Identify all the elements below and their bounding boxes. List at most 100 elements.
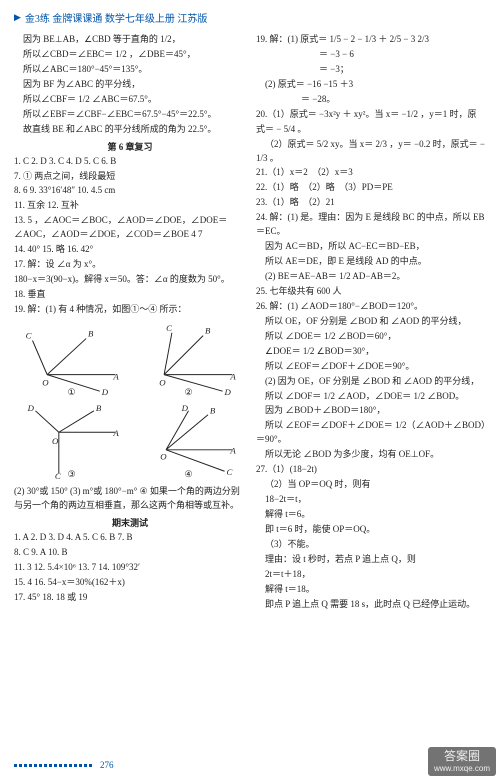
svg-text:D: D: [181, 403, 189, 413]
svg-text:O: O: [52, 436, 59, 446]
text-line: 式＝ − 5/4 。: [256, 123, 488, 137]
text-line: 13. 5 ，∠AOC＝∠BOC，∠AOD＝∠DOE，∠DOE＝∠AOC，∠AO…: [14, 214, 246, 242]
svg-text:B: B: [96, 403, 102, 413]
text-line: 22.（1）略 （2）略 （3）PD＝PE: [256, 181, 488, 195]
svg-text:O: O: [160, 451, 167, 461]
watermark: 答案圈 www.mxqe.com: [428, 747, 496, 776]
text-line: 所以 ∠DOF＝ 1/2 ∠AOD，∠DOE＝ 1/2 ∠BOD。: [256, 390, 488, 404]
diagram-4: O A B D C ④: [133, 403, 244, 481]
footer-bar-icon: [14, 764, 94, 767]
text-line: (2) 原式＝ −16 −15 ＋3: [256, 78, 488, 92]
text-line: 所以无论 ∠BOD 为多少度，均有 OE⊥OF。: [256, 448, 488, 462]
text-line: ＝ −28。: [256, 93, 488, 107]
text-line: 因为 BE⊥AB，∠CBD 等于直角的 1/2，: [14, 33, 246, 47]
text-line: 26. 解：(1) ∠AOD＝180°−∠BOD＝120°。: [256, 300, 488, 314]
text-line: 1. A 2. D 3. D 4. A 5. C 6. B 7. B: [14, 531, 246, 545]
text-line: 14. 40° 15. 略 16. 42°: [14, 243, 246, 257]
svg-text:O: O: [42, 377, 49, 387]
text-line: (2) 30°或 150° (3) m°或 180°−m° ④ 如果一个角的两边…: [14, 485, 246, 513]
text-line: 所以 ∠DOE＝ 1/2 ∠BOD＝60°，: [256, 330, 488, 344]
diagram-2: O A B C D ②: [133, 321, 244, 399]
text-line: （2）原式＝ 5/2 xy。当 x＝ 2/3 ，y＝ −0.2 时，原式＝ − …: [256, 138, 488, 166]
svg-text:D: D: [27, 403, 35, 413]
section-title: 第 6 章复习: [14, 140, 246, 153]
text-line: 因为 ∠BOD＋∠BOD＝180°，: [256, 404, 488, 418]
diagram-grid: O A B C D ① O A B C: [16, 321, 244, 481]
text-line: 11. 互余 12. 互补: [14, 199, 246, 213]
svg-text:C: C: [227, 467, 233, 477]
svg-text:B: B: [88, 328, 94, 338]
text-line: 所以∠ABC＝180°−45°＝135°。: [14, 63, 246, 77]
text-line: 11. 3 12. 5.4×10⁶ 13. 7 14. 109°32′: [14, 561, 246, 575]
svg-text:A: A: [112, 371, 119, 381]
svg-text:C: C: [166, 323, 172, 333]
text-line: 180−x＝3(90−x)。解得 x＝50。答：∠α 的度数为 50°。: [14, 273, 246, 287]
text-line: ＝ −3；: [256, 63, 488, 77]
text-line: 1. C 2. D 3. C 4. D 5. C 6. B: [14, 155, 246, 169]
text-line: 18. 垂直: [14, 288, 246, 302]
text-line: 27.（1）(18−2t): [256, 463, 488, 477]
diagram-label: ④: [184, 469, 192, 480]
text-line: 所以 ∠EOF＝∠DOF＋∠DOE＝90°。: [256, 360, 488, 374]
text-line: ∠DOE＝ 1/2 ∠BOD＝30°，: [256, 345, 488, 359]
section-title: 期末测试: [14, 516, 246, 529]
text-line: 24. 解：(1) 是。理由：因为 E 是线段 BC 的中点，所以 EB＝EC。: [256, 211, 488, 239]
text-line: 19. 解：(1) 有 4 种情况，如图①～④ 所示：: [14, 303, 246, 317]
watermark-text: 答案圈: [444, 749, 480, 763]
content-columns: 因为 BE⊥AB，∠CBD 等于直角的 1/2， 所以∠CBD＝∠EBC＝ 1/…: [0, 31, 500, 617]
diagram-label: ②: [184, 387, 192, 398]
text-line: 即 t＝6 时，能使 OP＝OQ。: [256, 523, 488, 537]
text-line: 17. 45° 18. 18 或 19: [14, 591, 246, 605]
text-line: 15. 4 16. 54−x＝30%(162＋x): [14, 576, 246, 590]
text-line: 解得 t＝6。: [256, 508, 488, 522]
text-line: 8. C 9. A 10. B: [14, 546, 246, 560]
text-line: 解得 t＝18。: [256, 583, 488, 597]
text-line: 2t＝t＋18，: [256, 568, 488, 582]
text-line: 23.（1）略 （2）21: [256, 196, 488, 210]
text-line: （3）不能。: [256, 538, 488, 552]
text-line: 17. 解：设 ∠α 为 x°。: [14, 258, 246, 272]
svg-text:A: A: [229, 446, 236, 456]
svg-text:C: C: [55, 471, 61, 481]
text-line: 8. 6 9. 33°16′48″ 10. 4.5 cm: [14, 184, 246, 198]
page-header: ▶ 金3练 金牌课课通 数学七年级上册 江苏版: [0, 0, 500, 31]
svg-text:A: A: [112, 428, 119, 438]
diagram-label: ①: [67, 387, 75, 398]
diagram-3: O A B D C ③: [16, 403, 127, 481]
text-line: 所以 ∠EOF＝∠DOF＋∠DOE＝ 1/2（∠AOD＋∠BOD）＝90°。: [256, 419, 488, 447]
svg-text:B: B: [205, 326, 211, 336]
text-line: 理由：设 t 秒时，若点 P 追上点 Q，则: [256, 553, 488, 567]
diagram-1: O A B C D ①: [16, 321, 127, 399]
text-line: 所以∠EBF＝∠CBF−∠EBC＝67.5°−45°＝22.5°。: [14, 108, 246, 122]
text-line: 所以∠CBD＝∠EBC＝ 1/2 ，∠DBE＝45°，: [14, 48, 246, 62]
svg-text:D: D: [224, 387, 232, 397]
right-column: 19. 解：(1) 原式＝ 1/5 − 2 − 1/3 ＋ 2/5 − 3 2/…: [256, 33, 488, 613]
text-line: 20.（1）原式＝ −3x²y ＋ xy²。当 x＝ −1/2 ，y＝1 时，原: [256, 108, 488, 122]
text-line: (2) BE＝AE−AB＝ 1/2 AD−AB＝2。: [256, 270, 488, 284]
text-line: 所以 AE＝DE，即 E 是线段 AD 的中点。: [256, 255, 488, 269]
text-line: 7. ① 两点之间，线段最短: [14, 170, 246, 184]
header-title: 金3练 金牌课课通 数学七年级上册 江苏版: [25, 10, 208, 25]
header-triangle-icon: ▶: [14, 12, 21, 23]
text-line: 19. 解：(1) 原式＝ 1/5 − 2 − 1/3 ＋ 2/5 − 3 2/…: [256, 33, 488, 47]
text-line: 所以∠CBF＝ 1/2 ∠ABC＝67.5°。: [14, 93, 246, 107]
page-number: 276: [100, 760, 114, 770]
text-line: ＝ −3 − 6: [256, 48, 488, 62]
text-line: 18−2t＝t，: [256, 493, 488, 507]
text-line: 即点 P 追上点 Q 需要 18 s，此时点 Q 已经停止运动。: [256, 598, 488, 612]
svg-text:C: C: [26, 330, 32, 340]
svg-text:D: D: [101, 387, 109, 397]
svg-text:O: O: [159, 377, 166, 387]
watermark-url: www.mxqe.com: [434, 764, 490, 773]
left-column: 因为 BE⊥AB，∠CBD 等于直角的 1/2， 所以∠CBD＝∠EBC＝ 1/…: [14, 33, 246, 613]
svg-text:B: B: [210, 406, 216, 416]
text-line: 因为 AC＝BD，所以 AC−EC＝BD−EB，: [256, 240, 488, 254]
text-line: 所以 OE，OF 分别是 ∠BOD 和 ∠AOD 的平分线，: [256, 315, 488, 329]
text-line: 因为 BF 为∠ABC 的平分线，: [14, 78, 246, 92]
text-line: （2）当 OP＝OQ 时，则有: [256, 478, 488, 492]
page-footer: 276: [14, 760, 114, 770]
text-line: (2) 因为 OE，OF 分别是 ∠BOD 和 ∠AOD 的平分线，: [256, 375, 488, 389]
diagram-label: ③: [67, 469, 75, 480]
svg-text:A: A: [229, 371, 236, 381]
text-line: 故直线 BE 和∠ABC 的平分线所成的角为 22.5°。: [14, 123, 246, 137]
